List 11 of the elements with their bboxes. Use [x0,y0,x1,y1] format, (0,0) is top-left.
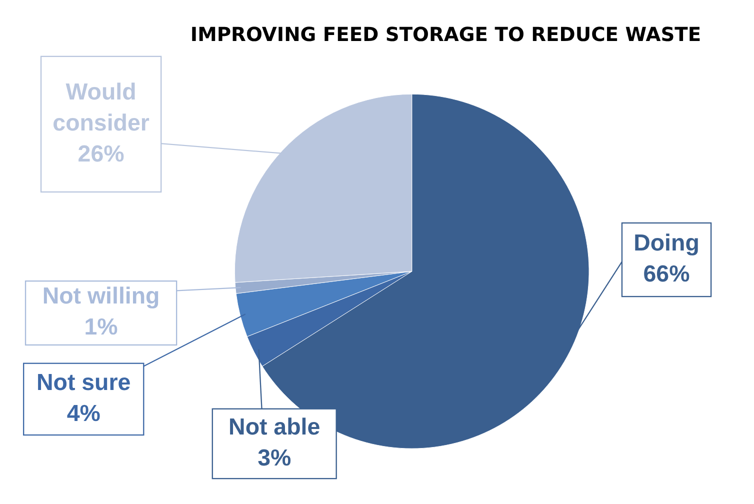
data-label: 26% [78,140,125,166]
data-label: 66% [643,260,690,286]
slice-label: Doing [634,229,700,256]
chart-title: IMPROVING FEED STORAGE TO REDUCE WASTE [190,22,702,46]
data-label: 4% [66,400,101,426]
slice-label: Not willing [42,282,160,309]
slice-label: Not sure [36,368,131,395]
slice-label: Not able [228,413,320,440]
slice-label: Would consider [52,78,150,136]
data-label: 3% [258,444,292,470]
data-label: 1% [84,314,118,340]
